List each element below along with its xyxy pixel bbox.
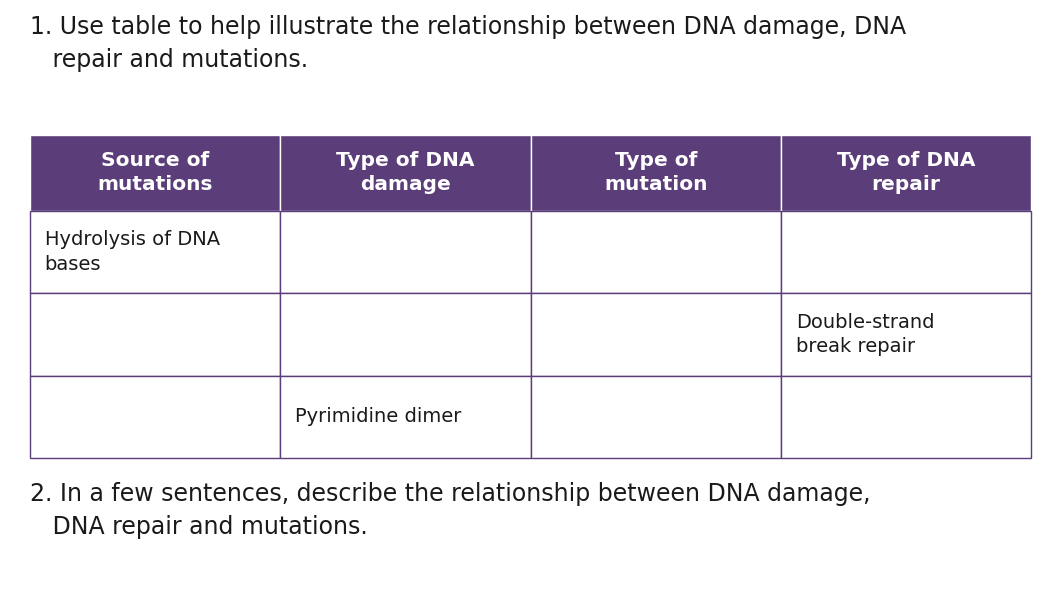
Bar bbox=[30, 135, 280, 211]
Bar bbox=[530, 376, 781, 458]
Text: Pyrimidine dimer: Pyrimidine dimer bbox=[295, 407, 462, 426]
Bar bbox=[280, 211, 530, 294]
Text: Type of
mutation: Type of mutation bbox=[604, 151, 708, 195]
Bar bbox=[781, 376, 1031, 458]
Bar bbox=[30, 294, 280, 376]
Text: 2. In a few sentences, describe the relationship between DNA damage,
   DNA repa: 2. In a few sentences, describe the rela… bbox=[30, 482, 870, 539]
Bar bbox=[530, 135, 781, 211]
Text: Type of DNA
repair: Type of DNA repair bbox=[837, 151, 975, 195]
Text: 1. Use table to help illustrate the relationship between DNA damage, DNA
   repa: 1. Use table to help illustrate the rela… bbox=[30, 15, 906, 71]
Text: Source of
mutations: Source of mutations bbox=[98, 151, 212, 195]
Text: Type of DNA
damage: Type of DNA damage bbox=[336, 151, 474, 195]
Bar bbox=[280, 376, 530, 458]
Bar bbox=[781, 211, 1031, 294]
Bar bbox=[30, 376, 280, 458]
Bar bbox=[280, 135, 530, 211]
Bar bbox=[530, 294, 781, 376]
Text: Hydrolysis of DNA
bases: Hydrolysis of DNA bases bbox=[45, 231, 220, 274]
Bar bbox=[781, 294, 1031, 376]
Bar bbox=[280, 294, 530, 376]
Bar bbox=[781, 135, 1031, 211]
Bar bbox=[530, 211, 781, 294]
Bar bbox=[30, 211, 280, 294]
Text: Double-strand
break repair: Double-strand break repair bbox=[796, 313, 935, 356]
